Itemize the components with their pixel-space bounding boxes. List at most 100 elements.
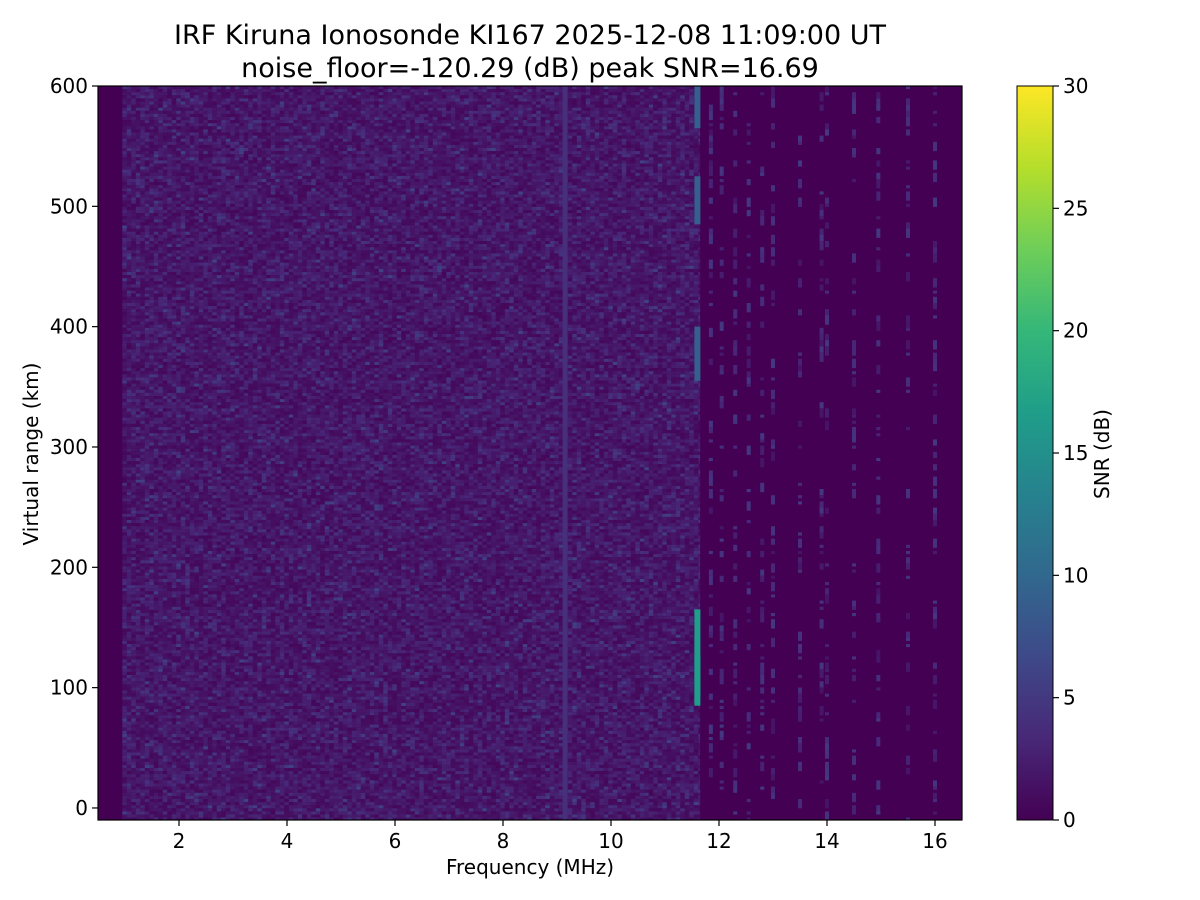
heatmap-cell: [176, 337, 181, 340]
heatmap-cell: [163, 616, 168, 619]
heatmap-cell: [127, 638, 132, 641]
heatmap-cell: [208, 458, 213, 461]
heatmap-cell: [199, 294, 204, 297]
heatmap-cell: [167, 601, 172, 604]
heatmap-cell: [181, 393, 186, 396]
heatmap-cell: [122, 523, 127, 526]
heatmap-cell: [190, 598, 195, 601]
heatmap-cell: [212, 675, 217, 678]
heatmap-cell: [140, 787, 145, 790]
heatmap-cell: [194, 362, 199, 365]
heatmap-cell: [203, 297, 208, 300]
heatmap-cell: [208, 281, 213, 284]
heatmap-cell: [167, 715, 172, 718]
heatmap-cell: [185, 343, 190, 346]
heatmap-cell: [149, 703, 154, 706]
heatmap-cell: [208, 108, 213, 111]
heatmap-cell: [145, 164, 150, 167]
heatmap-cell: [163, 257, 168, 260]
heatmap-cell: [185, 601, 190, 604]
heatmap-cell: [140, 467, 145, 470]
heatmap-cell: [167, 98, 172, 101]
heatmap-cell: [140, 483, 145, 486]
heatmap-cell: [208, 362, 213, 365]
heatmap-cell: [181, 294, 186, 297]
heatmap-cell: [136, 619, 141, 622]
heatmap-cell: [145, 607, 150, 610]
heatmap-cell: [163, 111, 168, 114]
heatmap-cell: [199, 725, 204, 728]
heatmap-cell: [140, 266, 145, 269]
heatmap-cell: [167, 269, 172, 272]
heatmap-cell: [185, 805, 190, 808]
heatmap-cell: [194, 632, 199, 635]
heatmap-cell: [145, 443, 150, 446]
heatmap-cell: [181, 588, 186, 591]
heatmap-cell: [136, 588, 141, 591]
heatmap-cell: [185, 768, 190, 771]
heatmap-cell: [181, 570, 186, 573]
heatmap-cell: [176, 207, 181, 210]
heatmap-cell: [140, 387, 145, 390]
heatmap-cell: [176, 439, 181, 442]
heatmap-cell: [136, 489, 141, 492]
heatmap-cell: [136, 508, 141, 511]
heatmap-cell: [122, 756, 127, 759]
heatmap-cell: [190, 288, 195, 291]
heatmap-cell: [149, 309, 154, 312]
heatmap-cell: [208, 523, 213, 526]
heatmap-cell: [127, 483, 132, 486]
heatmap-cell: [203, 526, 208, 529]
heatmap-cell: [172, 427, 177, 430]
heatmap-cell: [172, 139, 177, 142]
heatmap-cell: [149, 722, 154, 725]
heatmap-cell: [127, 588, 132, 591]
heatmap-cell: [199, 551, 204, 554]
heatmap-cell: [172, 337, 177, 340]
heatmap-cell: [149, 334, 154, 337]
heatmap-cell: [122, 808, 127, 811]
heatmap-cell: [185, 204, 190, 207]
heatmap-cell: [212, 594, 217, 597]
heatmap-cell: [145, 126, 150, 129]
heatmap-cell: [212, 495, 217, 498]
heatmap-cell: [122, 464, 127, 467]
heatmap-cell: [154, 443, 159, 446]
heatmap-cell: [158, 443, 163, 446]
heatmap-cell: [136, 114, 141, 117]
heatmap-cell: [158, 114, 163, 117]
heatmap-cell: [140, 492, 145, 495]
heatmap-cell: [208, 687, 213, 690]
heatmap-cell: [127, 300, 132, 303]
heatmap-cell: [185, 377, 190, 380]
heatmap-cell: [154, 346, 159, 349]
heatmap-cell: [140, 532, 145, 535]
heatmap-cell: [199, 424, 204, 427]
heatmap-cell: [127, 108, 132, 111]
heatmap-cell: [208, 164, 213, 167]
heatmap-cell: [163, 374, 168, 377]
heatmap-cell: [163, 808, 168, 811]
heatmap-cell: [145, 269, 150, 272]
heatmap-cell: [208, 179, 213, 182]
heatmap-cell: [154, 718, 159, 721]
heatmap-cell: [172, 464, 177, 467]
heatmap-cell: [212, 672, 217, 675]
heatmap-cell: [158, 350, 163, 353]
heatmap-cell: [212, 687, 217, 690]
heatmap-cell: [199, 402, 204, 405]
heatmap-cell: [131, 449, 136, 452]
heatmap-cell: [194, 195, 199, 198]
heatmap-cell: [176, 213, 181, 216]
heatmap-cell: [172, 114, 177, 117]
heatmap-cell: [154, 424, 159, 427]
heatmap-cell: [167, 613, 172, 616]
heatmap-cell: [131, 672, 136, 675]
heatmap-cell: [172, 167, 177, 170]
heatmap-cell: [131, 542, 136, 545]
heatmap-cell: [199, 154, 204, 157]
heatmap-cell: [127, 219, 132, 222]
heatmap-cell: [185, 89, 190, 92]
heatmap-cell: [140, 498, 145, 501]
heatmap-cell: [163, 322, 168, 325]
